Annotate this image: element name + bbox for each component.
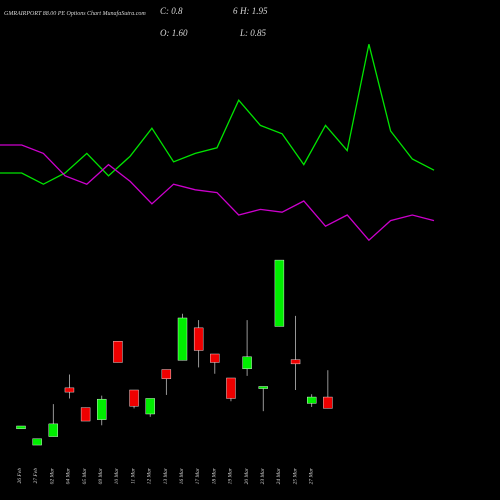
x-tick-label: 23 Mar	[260, 467, 266, 484]
chart-header: GMRAIRPORT 88.00 PE Options Chart Munafa…	[4, 6, 268, 38]
candle-body	[307, 396, 317, 404]
candle-body	[16, 425, 26, 430]
x-tick-label: 12 Mar	[147, 467, 153, 484]
close-label: C: 0.8	[160, 6, 183, 16]
x-tick-label: 02 Mar	[49, 467, 55, 484]
x-tick-label: 13 Mar	[163, 467, 169, 484]
x-tick-label: 24 Mar	[275, 467, 282, 484]
line-layer	[0, 44, 435, 242]
candle-10	[161, 369, 172, 395]
open-label: O: 1.60	[160, 28, 188, 38]
candle-13	[210, 353, 220, 374]
x-tick-label: 26 Feb	[17, 468, 23, 484]
candle-body	[226, 377, 236, 399]
line-series-1	[0, 44, 435, 185]
candle-layer	[16, 259, 333, 446]
low-label: L: 0.85	[239, 28, 267, 38]
x-tick-label: 10 Mar	[114, 467, 120, 484]
high-prefix: 6	[233, 6, 238, 16]
candle-body	[177, 317, 188, 361]
candle-12	[193, 320, 204, 368]
candle-5	[80, 407, 91, 422]
candle-19	[307, 394, 317, 407]
candle-body	[193, 327, 204, 351]
x-tick-label: 19 Mar	[228, 467, 234, 484]
candle-2	[32, 438, 42, 446]
candle-body	[32, 438, 42, 446]
candle-15	[242, 320, 252, 376]
candle-body	[80, 407, 91, 422]
high-label: H: 1.95	[239, 6, 268, 16]
candle-8	[129, 389, 139, 409]
candle-body	[210, 353, 220, 363]
line-series-2	[0, 144, 435, 242]
x-tick-label: 04 Mar	[65, 467, 72, 484]
candle-4	[64, 374, 75, 399]
candle-body	[129, 389, 139, 407]
candle-18	[290, 315, 301, 390]
candle-body	[113, 341, 123, 363]
candle-body	[145, 398, 155, 415]
candle-body	[97, 398, 107, 420]
candle-9	[145, 398, 155, 417]
x-tick-label: 27 Mar	[309, 467, 315, 484]
candle-3	[48, 404, 58, 437]
x-tick-label: 11 Mar	[130, 467, 136, 484]
candle-body	[274, 259, 285, 327]
x-tick-label: 05 Mar	[82, 467, 88, 484]
x-tick-label: 20 Mar	[244, 467, 250, 484]
candle-body	[258, 386, 268, 389]
x-tick-label: 27 Feb	[33, 468, 39, 484]
x-tick-label: 25 Mar	[292, 467, 298, 484]
candle-body	[161, 369, 172, 379]
candle-11	[177, 313, 188, 361]
candle-14	[226, 377, 236, 402]
x-tick-label: 17 Mar	[195, 467, 201, 484]
candle-1	[16, 425, 26, 430]
candle-16	[258, 386, 268, 412]
candle-body	[290, 359, 301, 365]
x-tick-label: 09 Mar	[98, 467, 104, 484]
candle-7	[113, 341, 123, 363]
x-tick-label: 16 Mar	[179, 467, 185, 484]
x-axis-ticks: 26 Feb 27 Feb 02 Mar 04 Mar 05 Mar 09 Mar 10 M…	[17, 467, 315, 484]
candle-body	[242, 356, 252, 370]
candle-body	[323, 396, 333, 409]
x-tick-label: 18 Mar	[211, 467, 217, 484]
candle-body	[64, 387, 75, 393]
candle-body	[48, 423, 58, 437]
candle-20	[323, 370, 333, 409]
candle-6	[97, 395, 107, 426]
candle-17	[274, 259, 285, 327]
chart-title: GMRAIRPORT 88.00 PE Options Chart Munafa…	[4, 10, 146, 17]
